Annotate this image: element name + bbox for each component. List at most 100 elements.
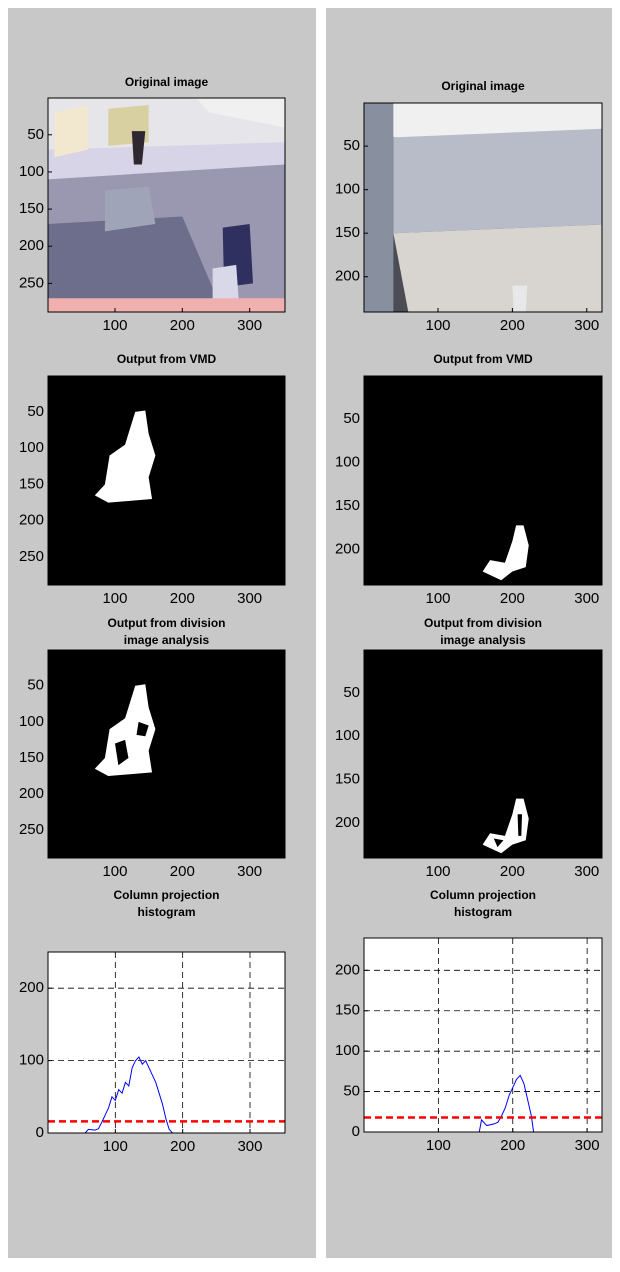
y-tick-label: 50 xyxy=(27,126,44,143)
x-tick-label: 100 xyxy=(102,590,127,607)
x-tick-label: 100 xyxy=(103,1138,128,1155)
image-content xyxy=(512,285,528,312)
image-content xyxy=(385,102,602,138)
image-content xyxy=(393,224,602,312)
axes-box xyxy=(363,937,603,1133)
x-tick-label: 100 xyxy=(425,863,450,880)
chart-title: Column projection xyxy=(430,888,536,902)
image-content xyxy=(517,814,523,836)
image-content xyxy=(493,838,504,848)
image-content xyxy=(482,525,529,581)
y-tick-label: 50 xyxy=(343,1083,360,1100)
y-tick-label: 200 xyxy=(335,541,360,558)
chart-title: Original image xyxy=(441,79,525,93)
y-tick-label: 100 xyxy=(19,1052,44,1069)
y-tick-label: 100 xyxy=(335,727,360,744)
chart-title: histogram xyxy=(454,905,512,919)
image-content xyxy=(195,97,285,128)
data-line xyxy=(364,1074,602,1133)
x-tick-label: 300 xyxy=(574,590,599,607)
image-content xyxy=(54,105,89,158)
x-tick-label: 200 xyxy=(170,1138,195,1155)
x-tick-label: 300 xyxy=(237,590,262,607)
chart-title: histogram xyxy=(137,905,195,919)
image-content xyxy=(136,721,149,737)
x-tick-label: 300 xyxy=(575,1137,600,1154)
image-content xyxy=(94,410,156,503)
data-line xyxy=(48,1056,285,1134)
x-tick-label: 300 xyxy=(574,317,599,334)
y-tick-label: 150 xyxy=(19,200,44,217)
axes-box xyxy=(363,102,603,313)
y-tick-label: 100 xyxy=(335,181,360,198)
axes-box xyxy=(363,649,603,859)
chart-title: Original image xyxy=(125,75,209,89)
y-tick-label: 250 xyxy=(19,274,44,291)
x-tick-label: 300 xyxy=(237,1138,262,1155)
x-tick-label: 300 xyxy=(237,863,262,880)
x-tick-label: 200 xyxy=(500,1137,525,1154)
y-tick-label: 0 xyxy=(36,1124,44,1141)
x-tick-label: 100 xyxy=(102,317,127,334)
axes-box xyxy=(47,951,286,1134)
x-tick-label: 300 xyxy=(574,863,599,880)
y-tick-label: 50 xyxy=(343,137,360,154)
chart-title: Output from division xyxy=(108,616,226,630)
y-tick-label: 150 xyxy=(335,771,360,788)
axes-box xyxy=(47,97,286,313)
x-tick-label: 200 xyxy=(500,317,525,334)
image-content xyxy=(482,798,529,854)
y-tick-label: 200 xyxy=(19,512,44,529)
x-tick-label: 100 xyxy=(425,317,450,334)
image-area xyxy=(364,376,602,585)
y-tick-label: 200 xyxy=(19,979,44,996)
image-content xyxy=(47,298,285,312)
x-tick-label: 200 xyxy=(500,590,525,607)
chart-title: image analysis xyxy=(124,633,210,647)
y-tick-label: 250 xyxy=(19,548,44,565)
x-tick-label: 300 xyxy=(237,317,262,334)
y-tick-label: 100 xyxy=(335,1042,360,1059)
y-tick-label: 150 xyxy=(335,224,360,241)
y-tick-label: 50 xyxy=(343,684,360,701)
y-tick-label: 100 xyxy=(19,439,44,456)
axes-box xyxy=(47,375,286,586)
image-content xyxy=(131,131,146,165)
y-tick-label: 200 xyxy=(19,785,44,802)
y-tick-label: 250 xyxy=(19,821,44,838)
y-tick-label: 200 xyxy=(335,268,360,285)
y-tick-label: 50 xyxy=(343,410,360,427)
y-tick-label: 150 xyxy=(335,497,360,514)
image-content xyxy=(47,216,223,312)
y-tick-label: 100 xyxy=(19,163,44,180)
x-tick-label: 100 xyxy=(426,1137,451,1154)
y-tick-label: 150 xyxy=(335,1002,360,1019)
x-tick-label: 200 xyxy=(170,590,195,607)
y-tick-label: 150 xyxy=(19,475,44,492)
x-tick-label: 200 xyxy=(500,863,525,880)
y-tick-label: 150 xyxy=(19,749,44,766)
y-tick-label: 200 xyxy=(335,814,360,831)
y-tick-label: 100 xyxy=(335,454,360,471)
y-tick-label: 0 xyxy=(352,1123,360,1140)
y-tick-label: 50 xyxy=(27,677,44,694)
y-tick-label: 50 xyxy=(27,403,44,420)
x-tick-label: 200 xyxy=(170,863,195,880)
y-tick-label: 100 xyxy=(19,713,44,730)
image-content xyxy=(94,684,156,777)
image-area xyxy=(48,376,285,585)
axes-box xyxy=(47,649,286,859)
chart-title: Column projection xyxy=(114,888,220,902)
chart-title: Output from division xyxy=(424,616,542,630)
x-tick-label: 100 xyxy=(425,590,450,607)
chart-title: Output from VMD xyxy=(433,352,533,366)
y-tick-label: 200 xyxy=(19,237,44,254)
chart-title: Output from VMD xyxy=(117,352,217,366)
plot-area xyxy=(48,952,285,1133)
image-area xyxy=(48,650,285,858)
image-content xyxy=(363,102,394,312)
image-area xyxy=(364,650,602,858)
plot-area xyxy=(364,938,602,1132)
x-tick-label: 200 xyxy=(170,317,195,334)
